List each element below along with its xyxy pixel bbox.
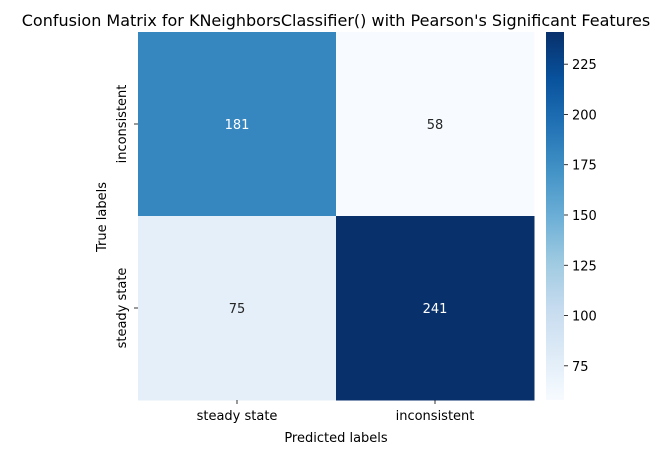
x-tick-label: steady state <box>197 409 278 424</box>
y-axis-ticks: inconsistent steady state <box>115 85 138 349</box>
cell-value-label: 58 <box>427 118 444 133</box>
x-axis-label: Predicted labels <box>284 431 388 446</box>
colorbar-tick-label: 200 <box>572 108 597 123</box>
heatmap-cell <box>336 32 535 217</box>
heatmap-cell <box>336 216 535 401</box>
y-tick-label: steady state <box>115 268 130 349</box>
heatmap-cells: 181 58 75 241 <box>138 32 535 401</box>
x-tick-label: inconsistent <box>396 409 475 424</box>
colorbar-tick-label: 175 <box>572 159 597 174</box>
chart-title: Confusion Matrix for KNeighborsClassifie… <box>22 11 650 30</box>
heatmap-cell <box>138 32 337 217</box>
colorbar-ticks: 75 100 125 150 175 200 225 <box>564 58 597 375</box>
y-tick-label: inconsistent <box>115 85 130 164</box>
x-axis-ticks: steady state inconsistent <box>197 400 475 424</box>
colorbar <box>546 32 564 400</box>
colorbar-tick-label: 150 <box>572 209 597 224</box>
heatmap-cell <box>138 216 337 401</box>
cell-value-label: 75 <box>229 302 246 317</box>
y-axis-label: True labels <box>95 182 110 253</box>
colorbar-tick-label: 75 <box>572 360 589 375</box>
colorbar-tick-label: 225 <box>572 58 597 73</box>
colorbar-tick-label: 125 <box>572 259 597 274</box>
cell-value-label: 241 <box>423 302 448 317</box>
cell-value-label: 181 <box>225 118 250 133</box>
colorbar-tick-label: 100 <box>572 310 597 325</box>
